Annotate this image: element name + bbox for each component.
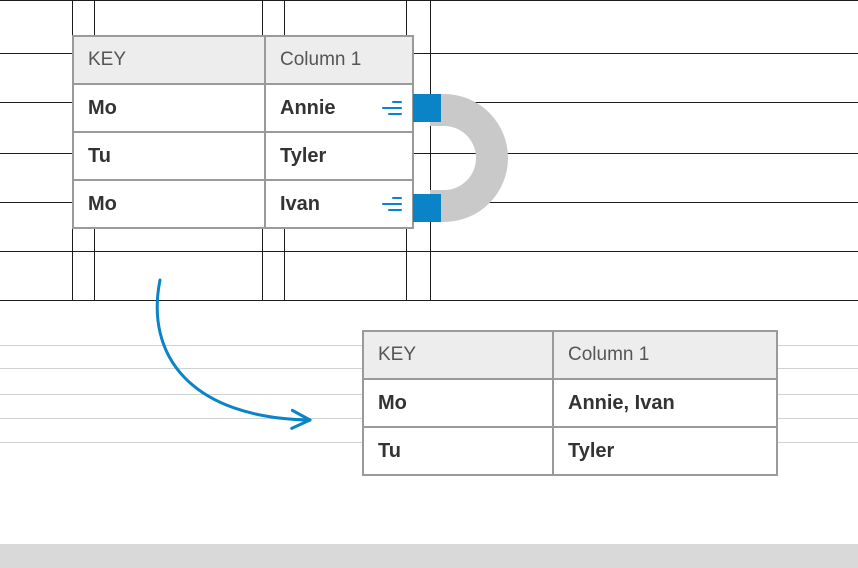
flow-arrow [0, 0, 858, 568]
footer-bar [0, 544, 858, 568]
cell-key: Mo [363, 379, 553, 427]
table-row: MoAnnie, Ivan [363, 379, 777, 427]
cell-value: Annie, Ivan [553, 379, 777, 427]
result-header-key: KEY [363, 331, 553, 379]
cell-value: Tyler [553, 427, 777, 475]
diagram-stage: { "canvas": { "width": 858, "height": 56… [0, 0, 858, 568]
result-header-col1: Column 1 [553, 331, 777, 379]
cell-key: Tu [363, 427, 553, 475]
table-row: TuTyler [363, 427, 777, 475]
result-table: KEY Column 1 MoAnnie, IvanTuTyler [362, 330, 778, 476]
